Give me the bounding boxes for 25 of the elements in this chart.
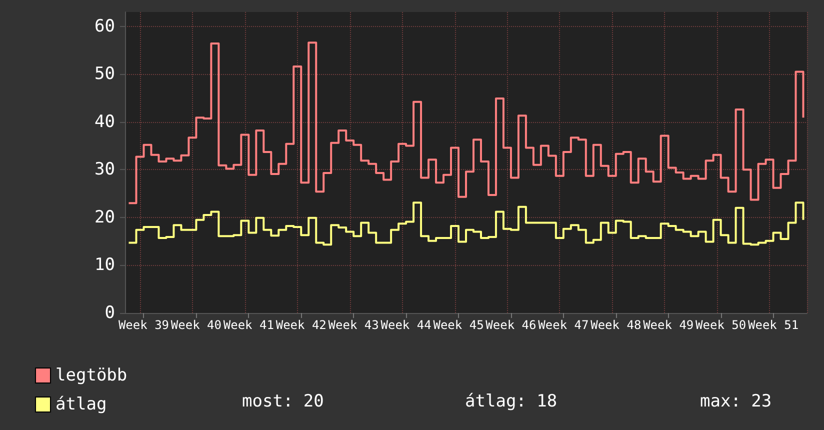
x-tick-label: Week 48 xyxy=(590,318,642,332)
text: átlag: 18 xyxy=(465,392,558,412)
y-tick-label: 50 xyxy=(94,64,115,84)
x-tick-label: Week 50 xyxy=(696,318,746,332)
y-tick-label: 30 xyxy=(94,160,115,180)
x-tick-label: Week 46 xyxy=(486,318,536,332)
x-tick-label: Week 40 xyxy=(170,318,222,332)
text: most: 20 xyxy=(242,392,324,412)
text: max: 23 xyxy=(700,392,772,412)
y-tick-label: 20 xyxy=(94,207,115,228)
x-tick-label: Week 45 xyxy=(433,318,484,332)
x-tick-label: Week 39 xyxy=(118,318,170,332)
x-tick-label: Week 47 xyxy=(538,318,589,332)
x-tick-label: Week 49 xyxy=(643,318,694,332)
y-tick-label: 10 xyxy=(94,255,115,276)
legend-label: átlag xyxy=(56,394,107,414)
y-tick-label: 0 xyxy=(104,303,115,323)
x-tick-label: Week 43 xyxy=(328,318,379,332)
x-tick-label: Week 44 xyxy=(380,318,432,332)
y-tick-label: 60 xyxy=(94,16,115,36)
x-tick-label: Week 51 xyxy=(748,318,799,332)
x-tick-label: Week 42 xyxy=(276,318,326,332)
y-tick-label: 40 xyxy=(94,112,115,132)
x-tick-label: Week 41 xyxy=(223,318,274,332)
legend-label: legtöbb xyxy=(56,366,128,386)
